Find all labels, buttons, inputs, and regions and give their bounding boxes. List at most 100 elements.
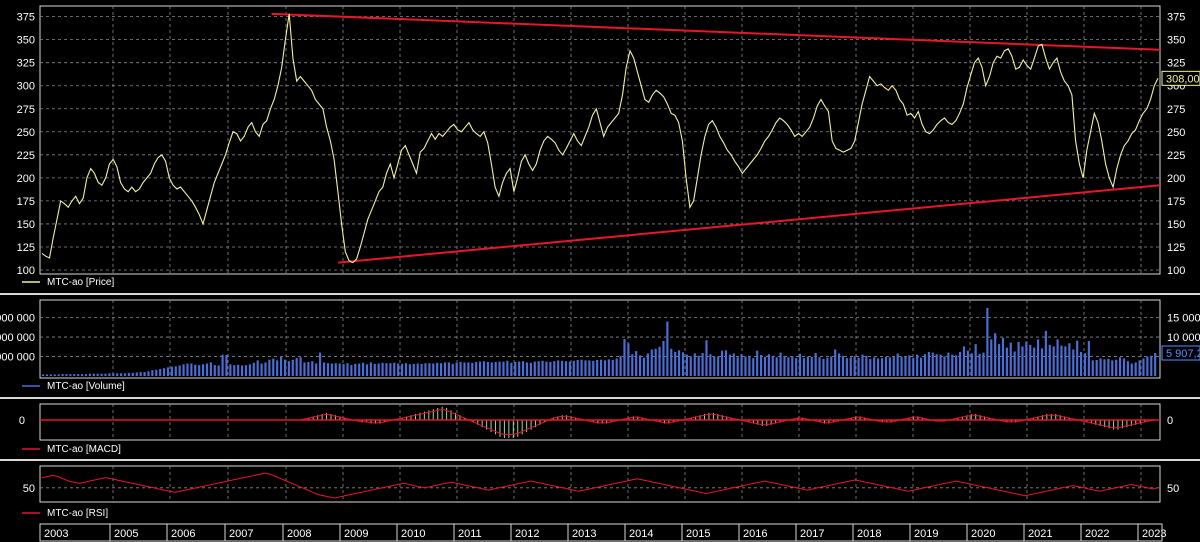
volume-bar (873, 357, 876, 376)
volume-bar (135, 372, 138, 376)
price-tick-left: 225 (17, 150, 35, 162)
trendlines (271, 12, 1161, 264)
volume-bar (810, 356, 813, 376)
price-tick-left: 350 (17, 35, 35, 47)
year-label: 2018 (857, 528, 881, 540)
volume-bar (1033, 347, 1036, 376)
volume-bar (646, 353, 649, 376)
year-label: 2010 (401, 528, 425, 540)
volume-bar (826, 357, 829, 376)
volume-bar (892, 356, 895, 376)
volume-bar (619, 355, 622, 376)
year-label: 2014 (629, 528, 653, 540)
volume-bar (436, 362, 439, 376)
volume-bar (401, 363, 404, 376)
volume-bar (955, 355, 958, 376)
year-label: 2022 (1085, 528, 1109, 540)
volume-tick-right: 10 000 (1167, 332, 1200, 344)
volume-bar (639, 355, 642, 376)
volume-bar (771, 355, 774, 376)
volume-bar (670, 348, 673, 376)
volume-bar (916, 354, 919, 376)
volume-bar (838, 353, 841, 376)
volume-bar (1048, 344, 1051, 376)
volume-bar (260, 363, 263, 376)
year-label: 2005 (114, 528, 138, 540)
volume-bar (350, 365, 353, 376)
volume-bar (654, 348, 657, 376)
volume-bar (994, 333, 997, 376)
volume-bar (209, 362, 212, 376)
volume-bar (104, 373, 107, 376)
price-legend-label: MTC-ao [Price] (47, 277, 114, 288)
volume-bar (120, 373, 123, 376)
volume-bar (241, 365, 244, 376)
volume-bar (966, 350, 969, 376)
volume-bar (155, 369, 158, 376)
volume-bar (163, 368, 166, 376)
volume-bar (100, 373, 103, 376)
volume-bar (506, 360, 509, 376)
volume-bar (830, 356, 833, 376)
volume-tick-left: 0 000 000 (0, 313, 35, 325)
volume-bar (244, 365, 248, 376)
volume-bar (233, 365, 236, 376)
volume-bar (740, 354, 743, 376)
volume-bar (1111, 360, 1114, 376)
volume-bar (841, 355, 845, 376)
support-trendline (338, 184, 1161, 264)
volume-bar (572, 360, 575, 376)
volume-bar (1044, 330, 1047, 376)
volume-bar (705, 340, 708, 376)
volume-bar (323, 362, 326, 376)
volume-bar (73, 374, 76, 376)
volume-bar (1029, 344, 1032, 376)
volume-bar (724, 350, 728, 376)
volume-bar (986, 307, 989, 376)
price-tick-right: 375 (1167, 12, 1185, 24)
volume-panel-frame (39, 299, 1161, 379)
year-label: 2011 (458, 528, 482, 540)
volume-bar (1154, 353, 1157, 376)
volume-bar (522, 361, 525, 376)
volume-bar (834, 349, 837, 376)
panel-frames (0, 5, 1200, 503)
volume-bar (1083, 353, 1087, 376)
volume-last-value-box (1161, 345, 1200, 361)
volume-bar (123, 373, 127, 376)
volume-bar (947, 352, 950, 376)
volume-bar (287, 361, 290, 376)
volume-bar (451, 363, 454, 376)
volume-bar (775, 357, 778, 376)
year-label: 2023 (1142, 528, 1166, 540)
volume-bar (61, 374, 64, 376)
volume-bar (564, 361, 568, 376)
volume-bar (701, 353, 704, 376)
volume-bar (205, 363, 209, 376)
volume-bar (408, 364, 411, 376)
year-label: 2016 (743, 528, 767, 540)
volume-bar (443, 362, 447, 376)
volume-bar (935, 354, 938, 376)
volume-bar (970, 353, 973, 376)
volume-bar (174, 366, 177, 376)
volume-bar (549, 362, 552, 376)
volume-bar (1150, 355, 1153, 376)
volume-bar (440, 363, 443, 376)
volume-bar (623, 339, 626, 376)
volume-bar (818, 357, 821, 376)
volume-bar (853, 356, 856, 376)
volume-bar (931, 352, 934, 376)
volume-bar (869, 358, 872, 376)
year-label: 2008 (287, 528, 311, 540)
volume-bar (678, 350, 681, 376)
volume-tick-left: 0 000 000 (0, 352, 35, 364)
price-tick-right: 150 (1167, 219, 1185, 231)
volume-bar (756, 350, 759, 376)
price-tick-left: 100 (17, 265, 35, 277)
volume-bar (334, 363, 337, 376)
volume-bar (1134, 362, 1137, 376)
volume-bar (147, 371, 150, 376)
volume-bar (213, 365, 216, 376)
